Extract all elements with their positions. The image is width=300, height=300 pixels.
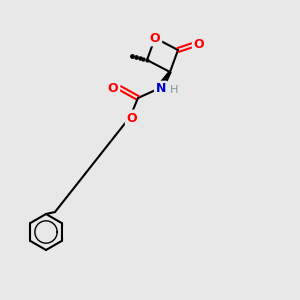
Text: O: O — [150, 32, 160, 44]
Polygon shape — [157, 71, 171, 90]
Text: O: O — [127, 112, 137, 124]
Text: N: N — [156, 82, 166, 95]
Text: H: H — [170, 85, 178, 95]
Text: O: O — [108, 82, 118, 94]
Text: O: O — [194, 38, 204, 52]
